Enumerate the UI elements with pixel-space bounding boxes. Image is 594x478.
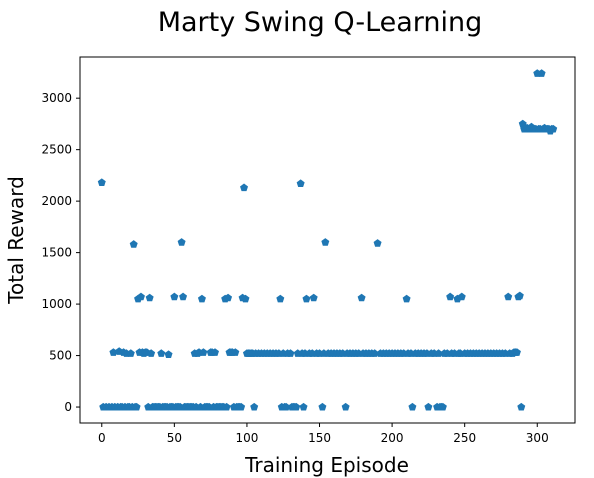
data-point [373,239,382,247]
data-point [164,350,173,358]
data-point [512,348,521,356]
x-tick-label: 0 [98,431,106,445]
data-point [199,348,208,356]
data-point [145,293,154,302]
data-point [97,178,106,186]
data-point [170,292,179,301]
data-point [402,294,411,303]
data-point [434,349,443,357]
data-point [179,292,188,301]
data-point [438,402,447,411]
y-tick-label: 3000 [41,91,72,105]
data-point [132,402,141,411]
data-point [296,179,305,188]
data-point [537,69,546,77]
data-point [222,402,231,411]
data-point [240,183,249,192]
y-tick-label: 1500 [41,246,72,260]
y-axis-ticks: 0 500 1000 1500 2000 2500 3000 [41,91,80,414]
data-markers [97,69,558,411]
data-point [515,291,524,300]
y-tick-label: 1000 [41,297,72,311]
y-tick-label: 2500 [41,143,72,157]
data-point [370,349,379,357]
x-tick-label: 50 [167,431,182,445]
data-point [157,349,166,357]
y-tick-label: 2000 [41,194,72,208]
x-tick-label: 100 [235,431,258,445]
data-point [517,402,526,411]
data-point [318,402,327,411]
data-point [446,292,455,301]
x-axis-ticks: 0 50 100 150 200 250 300 [98,423,549,445]
chart-title: Marty Swing Q-Learning [158,7,483,38]
x-tick-label: 250 [453,431,476,445]
data-point [241,294,250,303]
x-axis-label: Training Episode [244,453,409,477]
data-point [309,293,318,302]
data-point [224,293,233,302]
data-point [408,402,417,411]
data-point [211,348,219,356]
data-point [292,402,301,411]
data-point [197,294,206,303]
data-point [177,238,186,246]
data-point [126,349,135,357]
data-point [302,294,311,303]
data-point [147,349,156,357]
data-point [237,402,246,411]
data-point [321,238,330,246]
x-tick-label: 300 [526,431,549,445]
data-point [341,402,350,411]
data-point [276,294,285,303]
y-axis-label: Total Reward [4,176,28,305]
y-tick-label: 500 [49,349,72,363]
y-tick-label: 0 [64,400,72,414]
data-point [250,402,259,411]
data-point [549,124,558,133]
data-point [299,402,308,411]
x-tick-label: 200 [381,431,404,445]
data-point [457,292,466,301]
data-point [504,292,513,301]
plot-frame [79,56,576,424]
data-point [424,402,433,411]
data-point [357,293,366,302]
x-tick-label: 150 [308,431,331,445]
data-point [286,349,295,357]
data-point [129,240,138,248]
data-point [136,292,145,301]
data-point [282,402,291,411]
data-point [231,348,240,356]
